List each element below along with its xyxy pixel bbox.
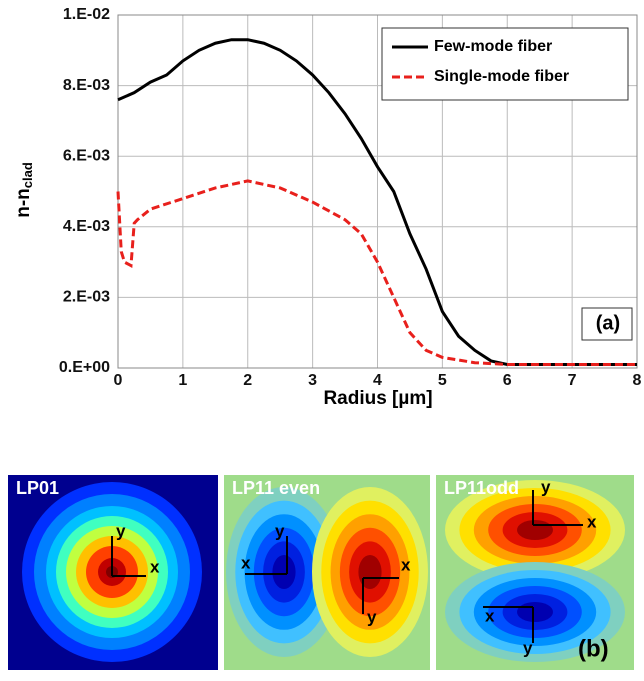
x-tick-label: 1 [178,372,187,389]
y-tick-label: 4.E-03 [63,218,110,235]
panel-label: (b) [578,635,609,662]
y-tick-label: 2.E-03 [63,289,110,306]
y-tick-label: 8.E-03 [63,77,110,94]
x-tick-label: 5 [438,372,447,389]
x-tick-label: 7 [568,372,577,389]
mode-contour [517,602,553,622]
x-axis-title: Radius [µm] [323,388,432,409]
mode-axis-label: y [116,521,126,540]
mode-axis-label: x [485,606,495,625]
y-tick-label: 6.E-03 [63,147,110,164]
x-tick-label: 4 [373,372,382,389]
x-tick-label: 2 [243,372,252,389]
mode-axis-label: y [275,521,285,540]
y-tick-label: 1.E-02 [63,6,110,23]
x-tick-label: 3 [308,372,317,389]
x-tick-label: 8 [633,372,642,389]
y-axis-title-main: n-n [13,188,34,218]
series-line [116,179,637,366]
x-tick-label: 6 [503,372,512,389]
mode-label: LP11odd [444,478,519,498]
legend-box [381,27,629,101]
mode-axis-label: y [367,607,377,626]
legend-label: Few-mode fiber [434,38,552,55]
mode-axis-label: x [587,512,597,531]
mode-axis-label: y [523,638,533,657]
x-tick-label: 0 [114,372,123,389]
series-line [117,38,637,366]
annotation-box [581,307,633,341]
mode-label: LP01 [16,478,59,498]
mode-label: LP11 even [232,478,320,498]
y-axis-title: n-nclad [13,162,35,218]
mode-contour [517,520,553,540]
mode-contour [272,555,296,589]
mode-axis-label: x [150,557,160,576]
mode-contour [358,555,382,589]
mode-axis-label: y [541,477,551,496]
mode-axis-label: x [241,553,251,572]
y-axis-title-sub: clad [20,162,35,188]
y-tick-label: 0.E+00 [59,359,110,376]
mode-axis-label: x [401,555,411,574]
annotation: (a) [596,312,620,334]
legend-label: Single-mode fiber [434,68,569,85]
